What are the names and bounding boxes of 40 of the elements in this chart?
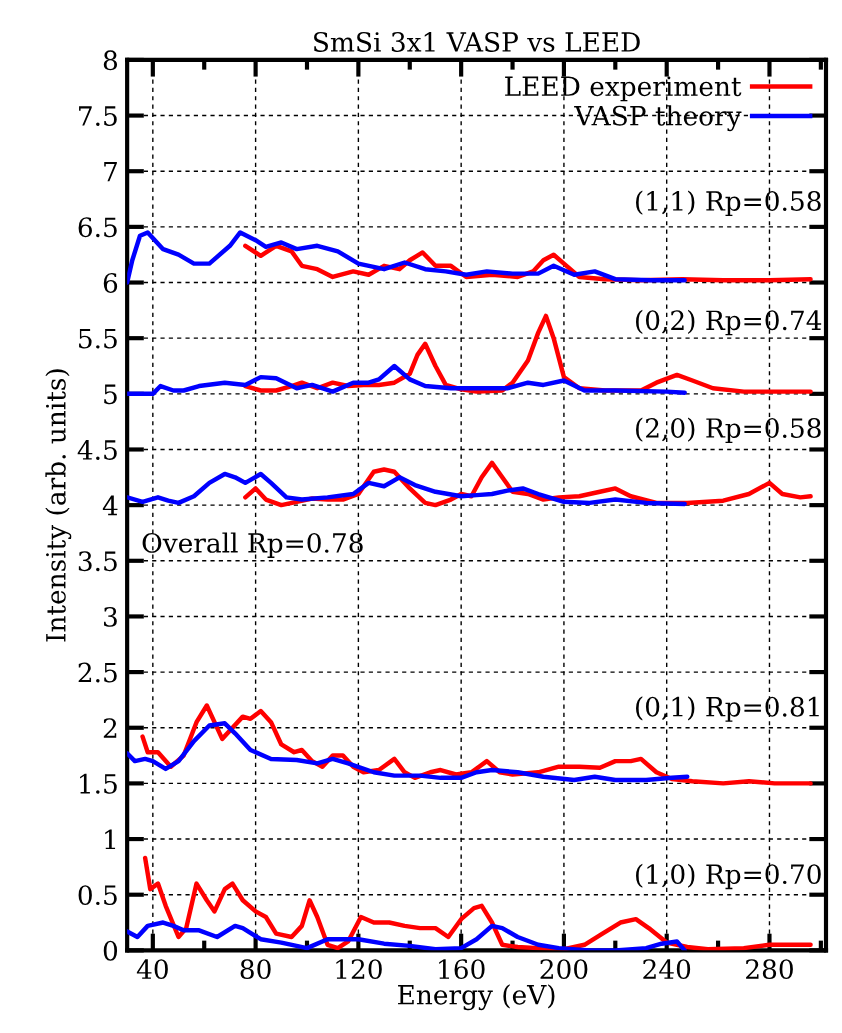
y-tick-label: 2: [103, 718, 117, 738]
y-axis-title: Intensity (arb. units): [45, 369, 72, 642]
y-tick-label: 4: [102, 495, 118, 516]
y-tick-label: 1: [105, 829, 116, 850]
line-series: [127, 471, 687, 507]
y-tick-label: 7: [104, 162, 117, 182]
y-tick-label: 0: [103, 940, 118, 961]
x-tick-label: 160: [439, 959, 485, 980]
line-series: [127, 920, 687, 951]
annotation: (0,2) Rp=0.74: [636, 309, 822, 336]
y-tick-label: 6.5: [78, 217, 117, 238]
y-tick-label: 2.5: [78, 662, 117, 683]
y-tick-label: 6: [103, 272, 118, 293]
chart-title: SmSi 3x1 VASP vs LEED: [314, 32, 640, 52]
y-tick-label: 8: [103, 50, 118, 71]
line-series: [127, 363, 687, 397]
x-axis-title: Energy (eV): [398, 984, 555, 1011]
x-tick-label: 120: [336, 959, 382, 980]
x-tick-label: 280: [746, 959, 793, 980]
x-tick-label: 240: [643, 959, 691, 980]
y-tick-label: 5: [104, 384, 117, 405]
x-tick-label: 40: [136, 959, 168, 980]
annotation: (2,0) Rp=0.58: [636, 417, 821, 444]
y-tick-label: 7.5: [79, 106, 117, 126]
x-tick-label: 80: [240, 959, 271, 980]
annotation: Overall Rp=0.78: [142, 532, 363, 558]
x-tick-label: 200: [540, 959, 588, 980]
legend-label: VASP theory: [574, 105, 742, 132]
annotation: (1,1) Rp=0.58: [636, 190, 821, 217]
y-tick-label: 5.5: [79, 328, 117, 349]
y-tick-label: 3.5: [78, 551, 117, 572]
y-tick-label: 4.5: [77, 439, 117, 460]
line-series: [127, 230, 687, 285]
line-series: [127, 721, 690, 783]
y-tick-label: 1.5: [80, 773, 117, 794]
legend-label: LEED experiment: [505, 76, 742, 102]
annotation: (1,0) Rp=0.70: [636, 863, 821, 890]
annotation: (0,1) Rp=0.81: [636, 696, 819, 722]
y-tick-label: 0.5: [78, 885, 117, 906]
y-tick-label: 3: [104, 606, 117, 627]
